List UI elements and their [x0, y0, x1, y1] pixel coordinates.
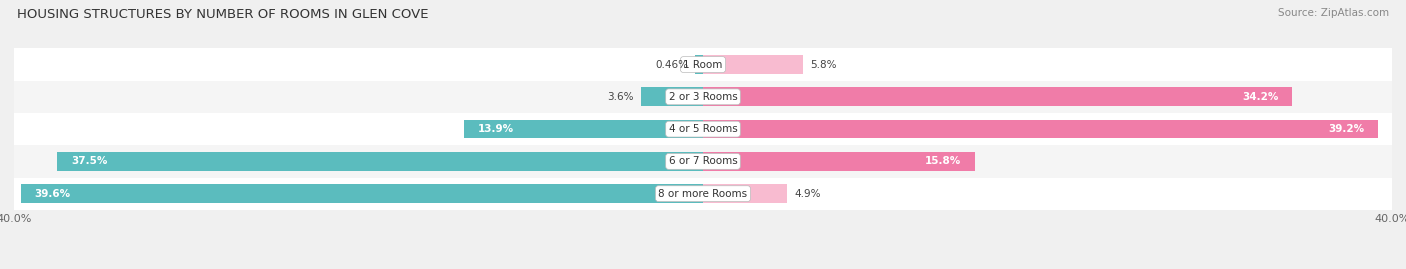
Bar — [58, 152, 703, 171]
Text: 13.9%: 13.9% — [478, 124, 513, 134]
Bar — [14, 48, 1392, 81]
Bar — [14, 178, 1392, 210]
Text: 4 or 5 Rooms: 4 or 5 Rooms — [669, 124, 737, 134]
Text: 0.46%: 0.46% — [655, 59, 688, 70]
Text: 15.8%: 15.8% — [925, 156, 962, 167]
Text: 39.2%: 39.2% — [1329, 124, 1364, 134]
Bar — [14, 145, 1392, 178]
Bar — [21, 184, 703, 203]
Bar — [464, 120, 703, 139]
Bar — [703, 87, 1292, 106]
Bar — [641, 87, 703, 106]
Bar — [703, 120, 1378, 139]
Text: 6 or 7 Rooms: 6 or 7 Rooms — [669, 156, 737, 167]
Bar — [14, 81, 1392, 113]
Bar — [703, 55, 803, 74]
Bar — [703, 152, 976, 171]
Text: 34.2%: 34.2% — [1241, 92, 1278, 102]
Text: 2 or 3 Rooms: 2 or 3 Rooms — [669, 92, 737, 102]
Text: 5.8%: 5.8% — [810, 59, 837, 70]
Text: 4.9%: 4.9% — [794, 189, 821, 199]
Text: Source: ZipAtlas.com: Source: ZipAtlas.com — [1278, 8, 1389, 18]
Text: 3.6%: 3.6% — [607, 92, 634, 102]
Text: 39.6%: 39.6% — [35, 189, 70, 199]
Text: 1 Room: 1 Room — [683, 59, 723, 70]
Bar — [14, 113, 1392, 145]
Text: HOUSING STRUCTURES BY NUMBER OF ROOMS IN GLEN COVE: HOUSING STRUCTURES BY NUMBER OF ROOMS IN… — [17, 8, 429, 21]
Text: 8 or more Rooms: 8 or more Rooms — [658, 189, 748, 199]
Text: 37.5%: 37.5% — [70, 156, 107, 167]
Bar — [703, 184, 787, 203]
Bar — [695, 55, 703, 74]
